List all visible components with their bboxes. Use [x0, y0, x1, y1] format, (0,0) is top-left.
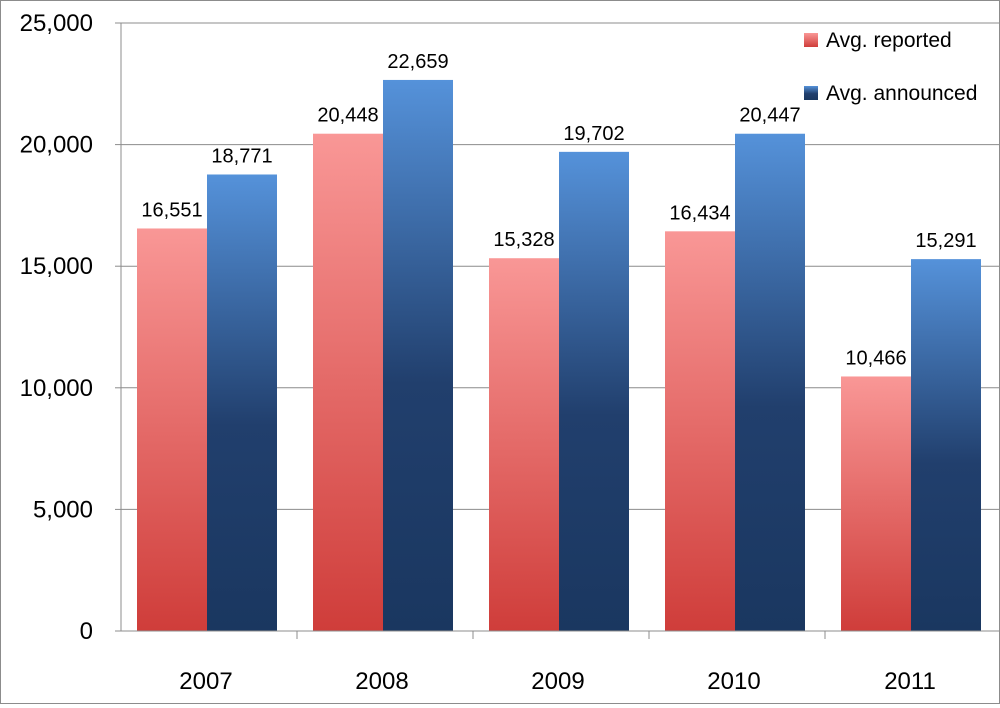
bar-reported [137, 228, 207, 631]
x-tick-label: 2011 [884, 668, 936, 695]
x-tick-label: 2009 [531, 668, 584, 695]
bar-announced [383, 79, 453, 632]
bar-announced [559, 151, 629, 632]
legend: Avg. reported Avg. announced [804, 29, 977, 105]
y-tick-label: 20,000 [20, 132, 93, 159]
bar-announced [207, 174, 277, 632]
y-tick-label: 25,000 [20, 10, 93, 37]
data-labels: 16,551 20,448 15,328 16,434 10,466 18,771 22,6… [141, 51, 976, 370]
y-tick-label: 5,000 [33, 496, 93, 523]
bar-reported [489, 258, 559, 631]
y-tick-label: 10,000 [20, 375, 93, 402]
legend-swatch-announced [804, 86, 818, 100]
data-label: 20,448 [317, 105, 378, 127]
x-tick-label: 2007 [179, 668, 232, 695]
bar-reported [841, 376, 911, 631]
data-label: 20,447 [739, 105, 800, 127]
bar-reported [665, 231, 735, 631]
bars [137, 79, 981, 632]
data-label: 22,659 [387, 51, 448, 73]
legend-label: Avg. announced [826, 82, 977, 105]
y-tick-label: 15,000 [20, 253, 93, 280]
bar-announced [735, 133, 805, 632]
data-label: 15,328 [493, 229, 554, 251]
bar-announced [911, 259, 981, 631]
legend-swatch-reported [804, 33, 818, 47]
axes: 0 5,000 10,000 15,000 20,000 25,000 2007 2008 20… [20, 10, 1000, 695]
data-label: 19,702 [563, 123, 624, 145]
x-tick-label: 2008 [355, 668, 408, 695]
legend-label: Avg. reported [826, 29, 952, 52]
data-label: 10,466 [845, 347, 906, 369]
x-tick-label: 2010 [707, 668, 760, 695]
data-label: 16,551 [141, 199, 202, 221]
data-label: 18,771 [211, 145, 272, 167]
y-tick-label: 0 [80, 618, 93, 645]
data-label: 16,434 [669, 202, 730, 224]
data-label: 15,291 [915, 230, 976, 252]
bar-reported [313, 133, 383, 631]
